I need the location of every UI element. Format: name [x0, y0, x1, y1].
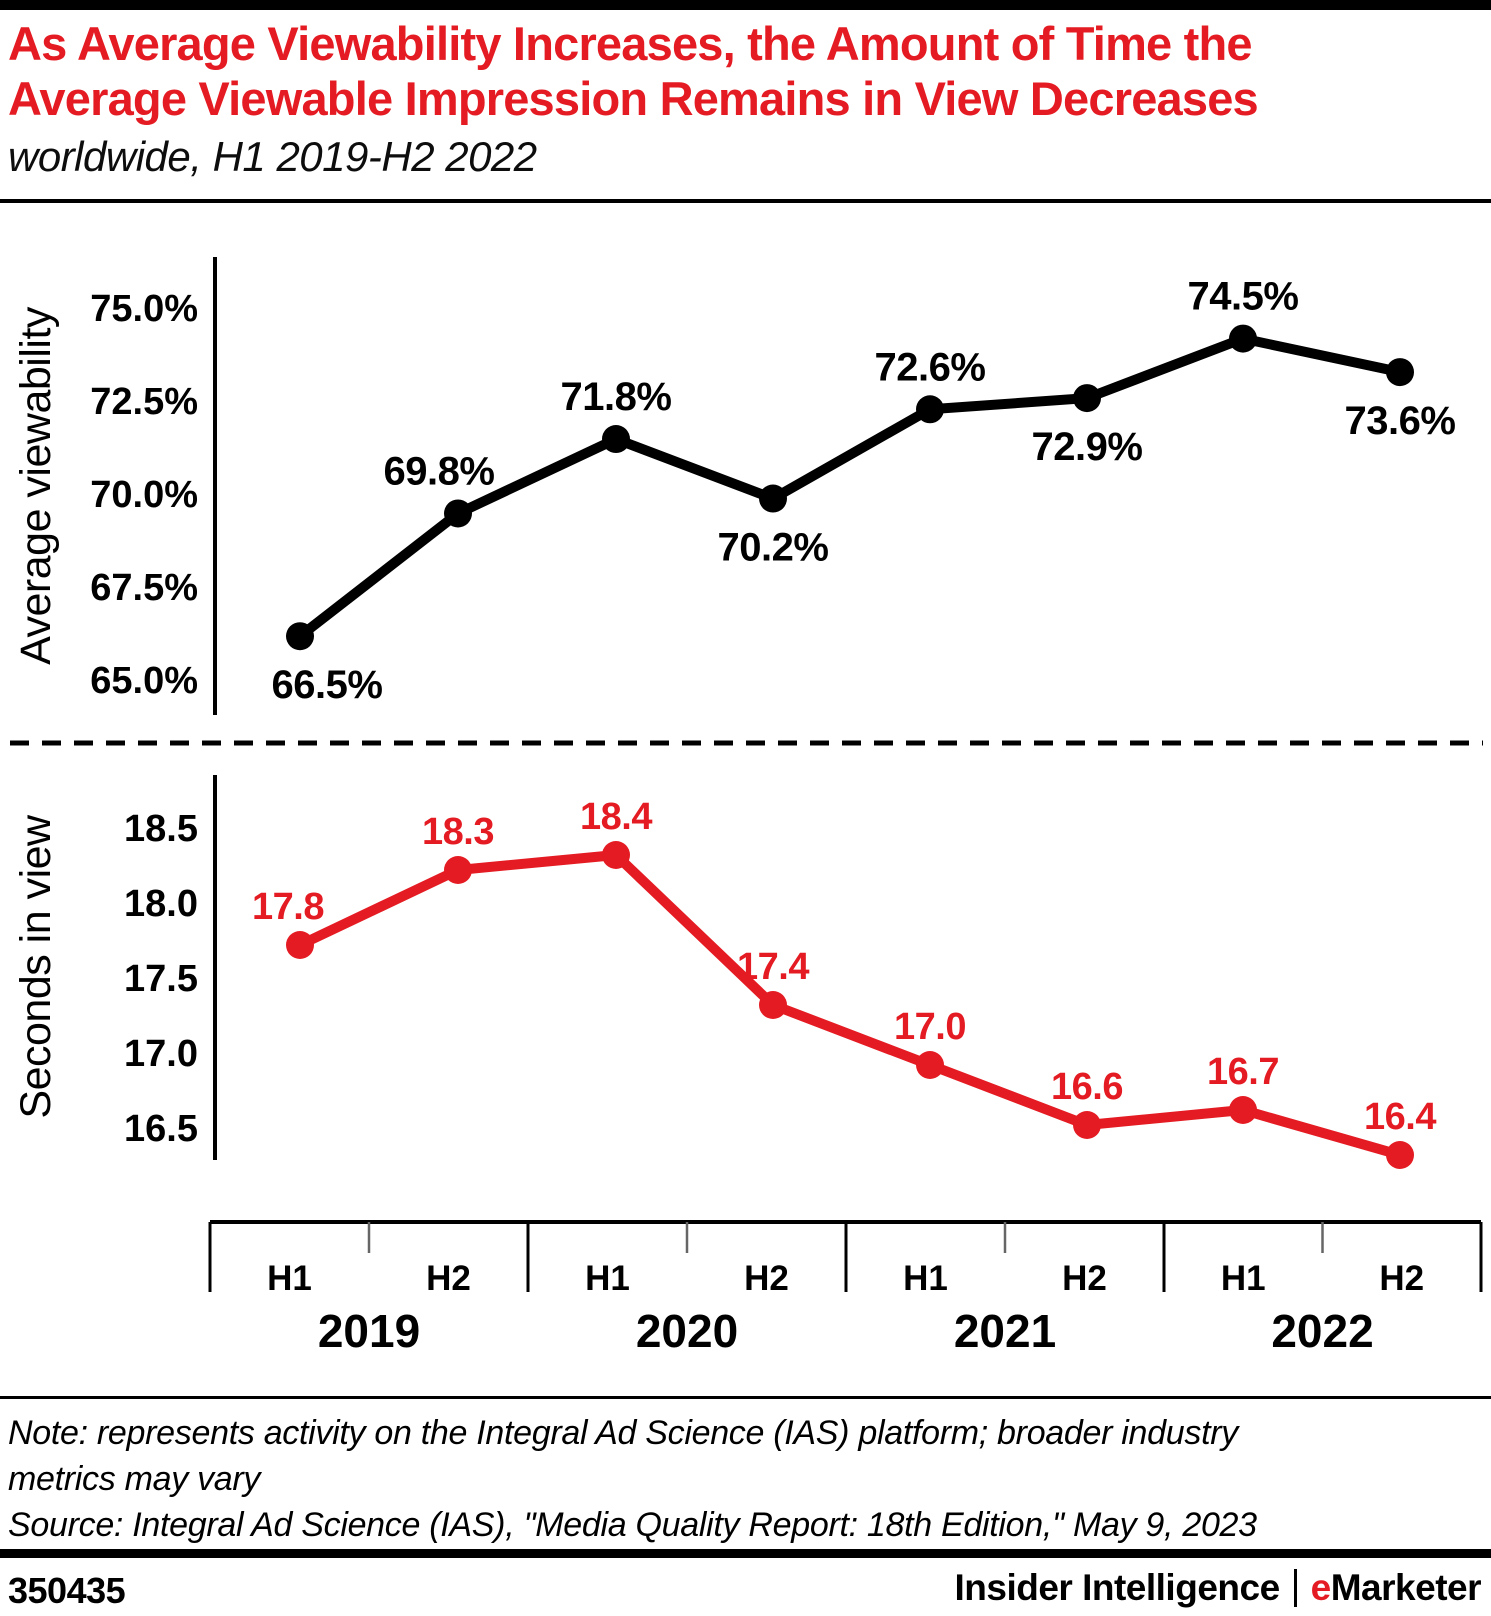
average-viewability-value-label: 71.8% — [561, 375, 672, 419]
average-viewability-y-tick: 65.0% — [90, 660, 198, 702]
brand-emarketer-e: e — [1310, 1567, 1332, 1608]
seconds-in-view-value-label: 18.3 — [422, 811, 494, 853]
note-line-2: metrics may vary — [8, 1460, 261, 1498]
x-axis-year-label: 2019 — [318, 1305, 420, 1357]
seconds-in-view-value-label: 16.4 — [1364, 1096, 1436, 1138]
brand-emarketer-rest: Marketer — [1330, 1567, 1482, 1608]
average-viewability-point — [916, 395, 944, 424]
seconds-in-view-point — [286, 931, 314, 959]
average-viewability-line — [296, 333, 1402, 641]
average-viewability-point — [444, 499, 472, 528]
x-axis-year-label: 2021 — [954, 1305, 1056, 1357]
x-axis-period-label: H1 — [585, 1259, 630, 1298]
seconds-in-view-y-tick: 16.5 — [124, 1108, 198, 1150]
header-divider-line — [0, 199, 1491, 203]
chart-subtitle: worldwide, H1 2019-H2 2022 — [8, 133, 537, 180]
average-viewability-point — [1386, 358, 1414, 387]
note-line-1: Note: represents activity on the Integra… — [8, 1414, 1238, 1452]
seconds-in-view-line — [297, 849, 1402, 1160]
x-axis-period-label: H1 — [903, 1259, 948, 1298]
seconds-in-view-point — [1229, 1096, 1257, 1124]
seconds-in-view-value-label: 17.8 — [252, 886, 324, 928]
x-axis-period-label: H2 — [426, 1259, 471, 1298]
seconds-in-view-y-tick: 17.5 — [124, 958, 198, 1000]
average-viewability-value-label: 72.6% — [875, 345, 986, 389]
average-viewability-point — [286, 622, 314, 651]
average-viewability-value-label: 66.5% — [272, 663, 383, 707]
dual-line-chart: Average viewability 75.0% 72.5% 70.0% 67.5% 6… — [10, 257, 1483, 1357]
average-viewability-point — [759, 484, 787, 513]
x-axis-year-label: 2020 — [636, 1305, 738, 1357]
average-viewability-value-label: 70.2% — [718, 526, 829, 570]
title-line-1: As Average Viewability Increases, the Am… — [8, 17, 1253, 70]
x-axis-period-label: H2 — [744, 1259, 789, 1298]
seconds-in-view-value-label: 16.6 — [1051, 1066, 1123, 1108]
title-line-2: Average Viewable Impression Remains in V… — [8, 72, 1259, 125]
seconds-in-view-point — [1386, 1141, 1414, 1169]
average-viewability-point — [602, 425, 630, 454]
average-viewability-y-tick: 67.5% — [90, 567, 198, 609]
average-viewability-value-label: 73.6% — [1345, 399, 1456, 443]
seconds-in-view-value-label: 17.0 — [894, 1006, 966, 1048]
average-viewability-y-tick: 72.5% — [90, 381, 198, 423]
bottom-black-bar — [0, 1549, 1491, 1558]
brand-emarketer: eMarketer — [1310, 1567, 1482, 1609]
seconds-in-view-chart: Seconds in view 18.5 18.0 17.5 17.0 16.5 17.8 1… — [12, 775, 1437, 1169]
brand-insider-intelligence: Insider Intelligence — [954, 1567, 1281, 1608]
brand-lockup: Insider Intelligence eMarketer — [955, 1566, 1482, 1610]
x-axis-period-label: H2 — [1062, 1259, 1107, 1298]
seconds-in-view-point — [759, 991, 787, 1019]
seconds-in-view-point — [1073, 1111, 1101, 1139]
average-viewability-value-label: 69.8% — [384, 449, 495, 493]
x-axis-year-label: 2022 — [1271, 1305, 1373, 1357]
average-viewability-value-label: 74.5% — [1188, 275, 1299, 319]
source-line: Source: Integral Ad Science (IAS), "Medi… — [8, 1506, 1257, 1544]
average-viewability-y-tick: 75.0% — [90, 288, 198, 330]
average-viewability-value-label: 72.9% — [1032, 425, 1143, 469]
seconds-in-view-point — [444, 856, 472, 884]
seconds-in-view-value-label: 17.4 — [737, 946, 809, 988]
x-axis-period-label: H1 — [1221, 1259, 1266, 1298]
average-viewability-y-axis-title: Average viewability — [12, 306, 60, 665]
x-axis-period-label: H1 — [267, 1259, 312, 1298]
x-axis-period-label: H2 — [1379, 1259, 1424, 1298]
seconds-in-view-y-axis-title: Seconds in view — [12, 814, 60, 1119]
seconds-in-view-value-label: 18.4 — [580, 796, 652, 838]
seconds-in-view-point — [916, 1051, 944, 1079]
footnote-divider-line — [0, 1396, 1491, 1399]
average-viewability-chart: Average viewability 75.0% 72.5% 70.0% 67.5% 6… — [12, 257, 1456, 715]
brand-pipe-divider — [1293, 1569, 1297, 1607]
seconds-in-view-y-tick: 17.0 — [124, 1033, 198, 1075]
seconds-in-view-y-tick: 18.5 — [124, 808, 198, 850]
top-black-bar — [0, 0, 1491, 10]
average-viewability-point — [1229, 324, 1257, 353]
footnote-block: Note: represents activity on the Integra… — [8, 1410, 1468, 1548]
page-title: As Average Viewability Increases, the Am… — [8, 16, 1488, 126]
seconds-in-view-value-label: 16.7 — [1207, 1051, 1279, 1093]
seconds-in-view-point — [602, 841, 630, 869]
average-viewability-point — [1073, 384, 1101, 413]
average-viewability-y-tick: 70.0% — [90, 474, 198, 516]
seconds-in-view-y-tick: 18.0 — [124, 883, 198, 925]
chart-id: 350435 — [8, 1570, 126, 1611]
